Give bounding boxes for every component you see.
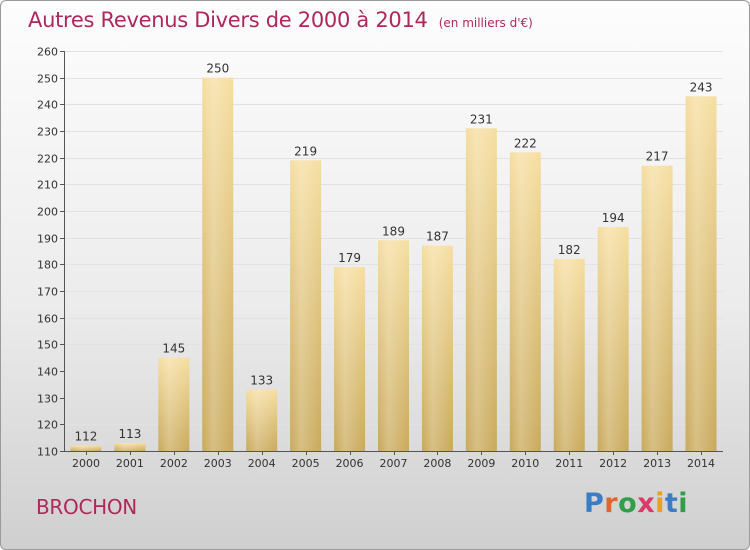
y-tick-label: 170 (37, 286, 58, 299)
data-label: 222 (514, 136, 537, 150)
bar-highlight (509, 152, 541, 452)
x-tick-label: 2005 (292, 457, 320, 470)
x-tick-label: 2004 (248, 457, 276, 470)
location-label: BROCHON (36, 495, 137, 519)
bar-highlight (641, 165, 673, 451)
chart-subtitle: (en milliers d'€) (438, 16, 533, 30)
y-tick-label: 140 (37, 366, 58, 379)
bar-highlight (553, 259, 585, 451)
data-label: 112 (75, 430, 98, 444)
y-tick-label: 230 (37, 126, 58, 139)
data-label: 145 (162, 342, 185, 356)
bar-highlight (465, 128, 497, 451)
y-tick-label: 220 (37, 153, 58, 166)
chart-title: Autres Revenus Divers de 2000 à 2014 (en… (28, 8, 533, 32)
x-tick-label: 2013 (643, 457, 671, 470)
data-label: 189 (382, 224, 405, 238)
data-label: 187 (426, 230, 449, 244)
y-tick-label: 200 (37, 206, 58, 219)
proxiti-logo: Proxiti (584, 488, 688, 519)
x-tick-label: 2006 (336, 457, 364, 470)
x-tick-label: 2008 (423, 457, 451, 470)
x-tick-label: 2003 (204, 457, 232, 470)
x-tick-label: 2010 (511, 457, 539, 470)
logo-letter: r (604, 488, 619, 519)
x-tick-label: 2007 (380, 457, 408, 470)
bar-highlight (421, 245, 453, 451)
logo-letter: x (637, 488, 656, 519)
x-tick-label: 2002 (160, 457, 188, 470)
logo-letter: i (655, 488, 665, 519)
data-label: 219 (294, 144, 317, 158)
data-label: 243 (690, 80, 713, 94)
logo-letter: i (678, 488, 689, 519)
data-label: 250 (206, 62, 229, 76)
data-label: 113 (118, 427, 141, 441)
y-tick-label: 240 (37, 99, 58, 112)
chart-title-text: Autres Revenus Divers de 2000 à 2014 (28, 8, 428, 32)
y-tick-label: 130 (37, 393, 58, 406)
y-tick-label: 180 (37, 259, 58, 272)
x-tick-label: 2009 (467, 457, 495, 470)
x-tick-label: 2012 (599, 457, 627, 470)
data-label: 133 (250, 374, 273, 388)
data-label: 217 (646, 150, 669, 164)
x-tick-label: 2001 (116, 457, 144, 470)
bar-highlight (246, 389, 278, 451)
y-tick-label: 120 (37, 419, 58, 432)
data-label: 231 (470, 112, 493, 126)
y-tick-label: 250 (37, 73, 58, 86)
bar-highlight (334, 267, 366, 451)
y-tick-label: 210 (37, 179, 58, 192)
x-tick-label: 2014 (687, 457, 715, 470)
data-label: 179 (338, 251, 361, 265)
logo-letter: o (618, 488, 638, 519)
y-tick-label: 160 (37, 313, 58, 326)
bar-highlight (70, 445, 102, 451)
axes: 110 120 130 140 150 160 170 180 190 200 210 220 230 2… (37, 46, 723, 470)
bar-highlight (597, 227, 629, 451)
y-tick-label: 150 (37, 339, 58, 352)
bar-highlight (158, 357, 190, 451)
bar-highlight (378, 240, 409, 451)
data-label: 182 (558, 243, 581, 257)
y-tick-label: 260 (37, 46, 58, 59)
bar-highlight (202, 77, 234, 452)
bars: 112 113 145 250 133 219 179 189 187 231 222 182 194 2… (70, 62, 717, 452)
bar-highlight (114, 443, 146, 451)
x-tick-label: 2011 (555, 457, 583, 470)
bar-highlight (290, 160, 322, 452)
x-tick-label: 2000 (72, 457, 100, 470)
y-tick-label: 190 (37, 233, 58, 246)
bar-highlight (685, 96, 717, 451)
y-tick-label: 110 (37, 446, 58, 459)
logo-letter: t (664, 488, 679, 519)
logo-letter: P (584, 488, 605, 519)
data-label: 194 (602, 211, 625, 225)
